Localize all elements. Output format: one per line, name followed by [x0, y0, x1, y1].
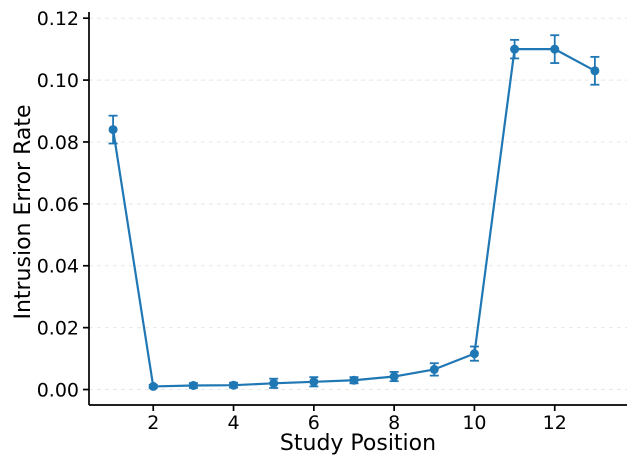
- x-axis-label: Study Position: [280, 431, 436, 456]
- data-point-marker: [429, 364, 439, 374]
- y-axis-label: Intrusion Error Rate: [11, 104, 36, 319]
- data-point-marker: [269, 378, 279, 388]
- y-tick-label: 0.08: [37, 132, 79, 154]
- y-tick-label: 0.12: [37, 8, 79, 30]
- y-tick-label: 0.04: [37, 256, 79, 278]
- x-tick-label: 6: [308, 412, 320, 434]
- x-tick-label: 2: [147, 412, 159, 434]
- data-point-marker: [550, 44, 560, 54]
- data-point-marker: [309, 377, 319, 387]
- y-tick-label: 0.02: [37, 318, 79, 340]
- x-tick-label: 4: [227, 412, 239, 434]
- data-point-marker: [590, 66, 600, 76]
- x-tick-label: 8: [388, 412, 400, 434]
- data-point-marker: [510, 44, 520, 54]
- y-tick-label: 0.10: [37, 70, 79, 92]
- x-tick-label: 10: [462, 412, 486, 434]
- y-tick-label: 0.00: [37, 380, 79, 402]
- x-tick-label: 12: [543, 412, 567, 434]
- gridlines-layer: [89, 17, 627, 391]
- data-point-marker: [229, 380, 239, 390]
- data-point-marker: [349, 375, 359, 385]
- data-point-marker: [469, 349, 479, 359]
- data-point-marker: [148, 381, 158, 391]
- y-tick-label: 0.06: [37, 194, 79, 216]
- series-line: [111, 48, 596, 388]
- data-series-layer: [108, 34, 600, 391]
- data-point-marker: [389, 372, 399, 382]
- axes-layer: 0.00 0.02 0.04 0.06 0.08 0.10 0.12 2 4 6 8 10 12: [37, 8, 627, 434]
- data-point-marker: [108, 125, 118, 135]
- data-point-marker: [188, 381, 198, 391]
